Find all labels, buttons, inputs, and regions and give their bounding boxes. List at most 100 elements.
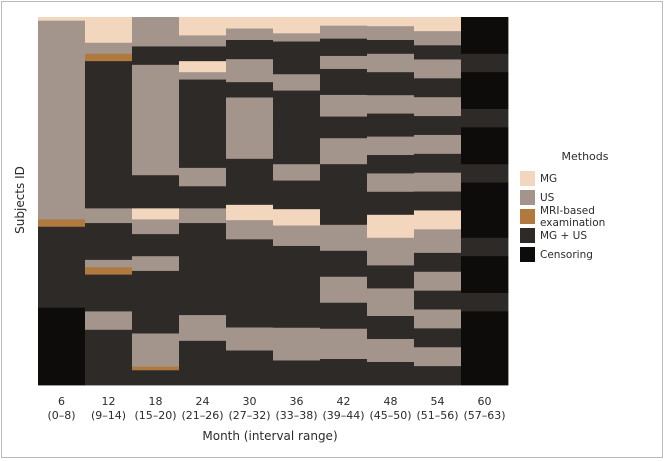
heatmap-cell: [414, 59, 462, 79]
legend-item: MG: [520, 169, 660, 188]
heatmap-cell: [132, 234, 180, 257]
heatmap-cell: [38, 219, 86, 228]
heatmap-cell: [179, 340, 227, 386]
x-tick-month: 48: [384, 395, 398, 408]
legend-item: MRI-based examination: [520, 204, 660, 229]
heatmap-cell: [226, 350, 274, 386]
legend-item: Censoring: [520, 245, 660, 264]
heatmap-cell: [38, 226, 86, 309]
heatmap-cell: [414, 309, 462, 329]
heatmap-cell: [320, 164, 368, 191]
heatmap-cell: [461, 72, 509, 110]
heatmap-cell: [85, 329, 133, 386]
heatmap-cell: [179, 241, 227, 316]
x-tick-month: 36: [290, 395, 304, 408]
x-tick-range: (27–32): [228, 409, 270, 422]
heatmap-cell: [461, 293, 509, 312]
heatmap-cell: [132, 175, 180, 209]
heatmap-cell: [132, 256, 180, 272]
heatmap-cell: [367, 136, 415, 156]
heatmap-cell: [273, 180, 321, 210]
heatmap-cell: [226, 327, 274, 351]
heatmap-cell: [273, 74, 321, 91]
heatmap-cell: [85, 61, 133, 209]
heatmap-cell: [414, 210, 462, 230]
x-tick-range: (0–8): [47, 409, 75, 422]
heatmap-cell: [320, 224, 368, 252]
legend-swatch: [520, 171, 535, 186]
heatmap-cell: [320, 138, 368, 165]
heatmap-cell: [273, 209, 321, 226]
heatmap-cell: [367, 288, 415, 317]
heatmap-cell: [273, 327, 321, 361]
heatmap-cell: [273, 282, 321, 329]
heatmap-cell: [367, 72, 415, 96]
legend-items: MG US MRI-based examination MG + US Censorin…: [520, 169, 660, 264]
heatmap-cell: [461, 17, 509, 55]
heatmap-cell: [179, 186, 227, 209]
heatmap-cell: [320, 25, 368, 40]
legend-item: US: [520, 188, 660, 207]
heatmap-cell: [414, 31, 462, 46]
legend-label: MRI-based examination: [540, 204, 606, 229]
heatmap-cell: [179, 72, 227, 80]
heatmap-cell: [226, 266, 274, 328]
heatmap-cell: [367, 113, 415, 137]
heatmap-cell: [179, 223, 227, 242]
heatmap-cell: [273, 245, 321, 284]
heatmap-cell: [38, 17, 86, 22]
heatmap-cell: [132, 370, 180, 386]
heatmap-cell: [367, 265, 415, 289]
heatmap-cell: [179, 315, 227, 342]
heatmap-cell: [320, 55, 368, 70]
heatmap-cell: [367, 53, 415, 73]
heatmap-cell: [179, 17, 227, 36]
legend-title: Methods: [561, 150, 609, 163]
heatmap-cell: [414, 252, 462, 273]
heatmap-cell: [85, 267, 133, 275]
heatmap-cell: [85, 274, 133, 312]
heatmap-cell: [461, 53, 509, 73]
heatmap-cell: [461, 311, 509, 386]
heatmap-cell: [320, 38, 368, 57]
heatmap-cell: [132, 333, 180, 367]
heatmap-cell: [461, 256, 509, 294]
heatmap-cell: [85, 42, 133, 55]
heatmap-cell: [226, 40, 274, 60]
heatmap-cell: [226, 158, 274, 206]
heatmap-cell: [132, 270, 180, 294]
legend-swatch: [520, 190, 535, 205]
heatmap-cell: [132, 64, 180, 176]
heatmap-cell: [273, 17, 321, 34]
heatmap-cell: [367, 40, 415, 55]
heatmap-cell: [132, 366, 180, 371]
x-tick-month: 12: [102, 395, 116, 408]
heatmap-cell: [132, 208, 180, 220]
heatmap-cell: [273, 41, 321, 75]
heatmap-cell: [414, 153, 462, 174]
heatmap-cell: [226, 82, 274, 98]
heatmap-cell: [273, 33, 321, 42]
heatmap-cell: [179, 79, 227, 169]
heatmap-cell: [132, 293, 180, 334]
x-tick-month: 18: [149, 395, 163, 408]
heatmap-cell: [273, 90, 321, 124]
heatmap-cell: [320, 359, 368, 386]
heatmap-cell: [461, 182, 509, 239]
heatmap-cell: [461, 127, 509, 165]
heatmap-cell: [132, 219, 180, 235]
heatmap-cell: [85, 208, 133, 224]
heatmap-cell: [320, 94, 368, 117]
heatmap-cells: [38, 17, 509, 386]
heatmap-cell: [226, 220, 274, 240]
heatmap-cell: [414, 366, 462, 386]
heatmap-cell: [414, 116, 462, 136]
heatmap-cell: [85, 17, 133, 44]
x-tick-range: (39–44): [322, 409, 364, 422]
heatmap-cell: [320, 17, 368, 27]
heatmap-cell: [226, 59, 274, 83]
heatmap-cell: [367, 237, 415, 266]
heatmap-cell: [179, 46, 227, 62]
heatmap-cell: [461, 237, 509, 257]
